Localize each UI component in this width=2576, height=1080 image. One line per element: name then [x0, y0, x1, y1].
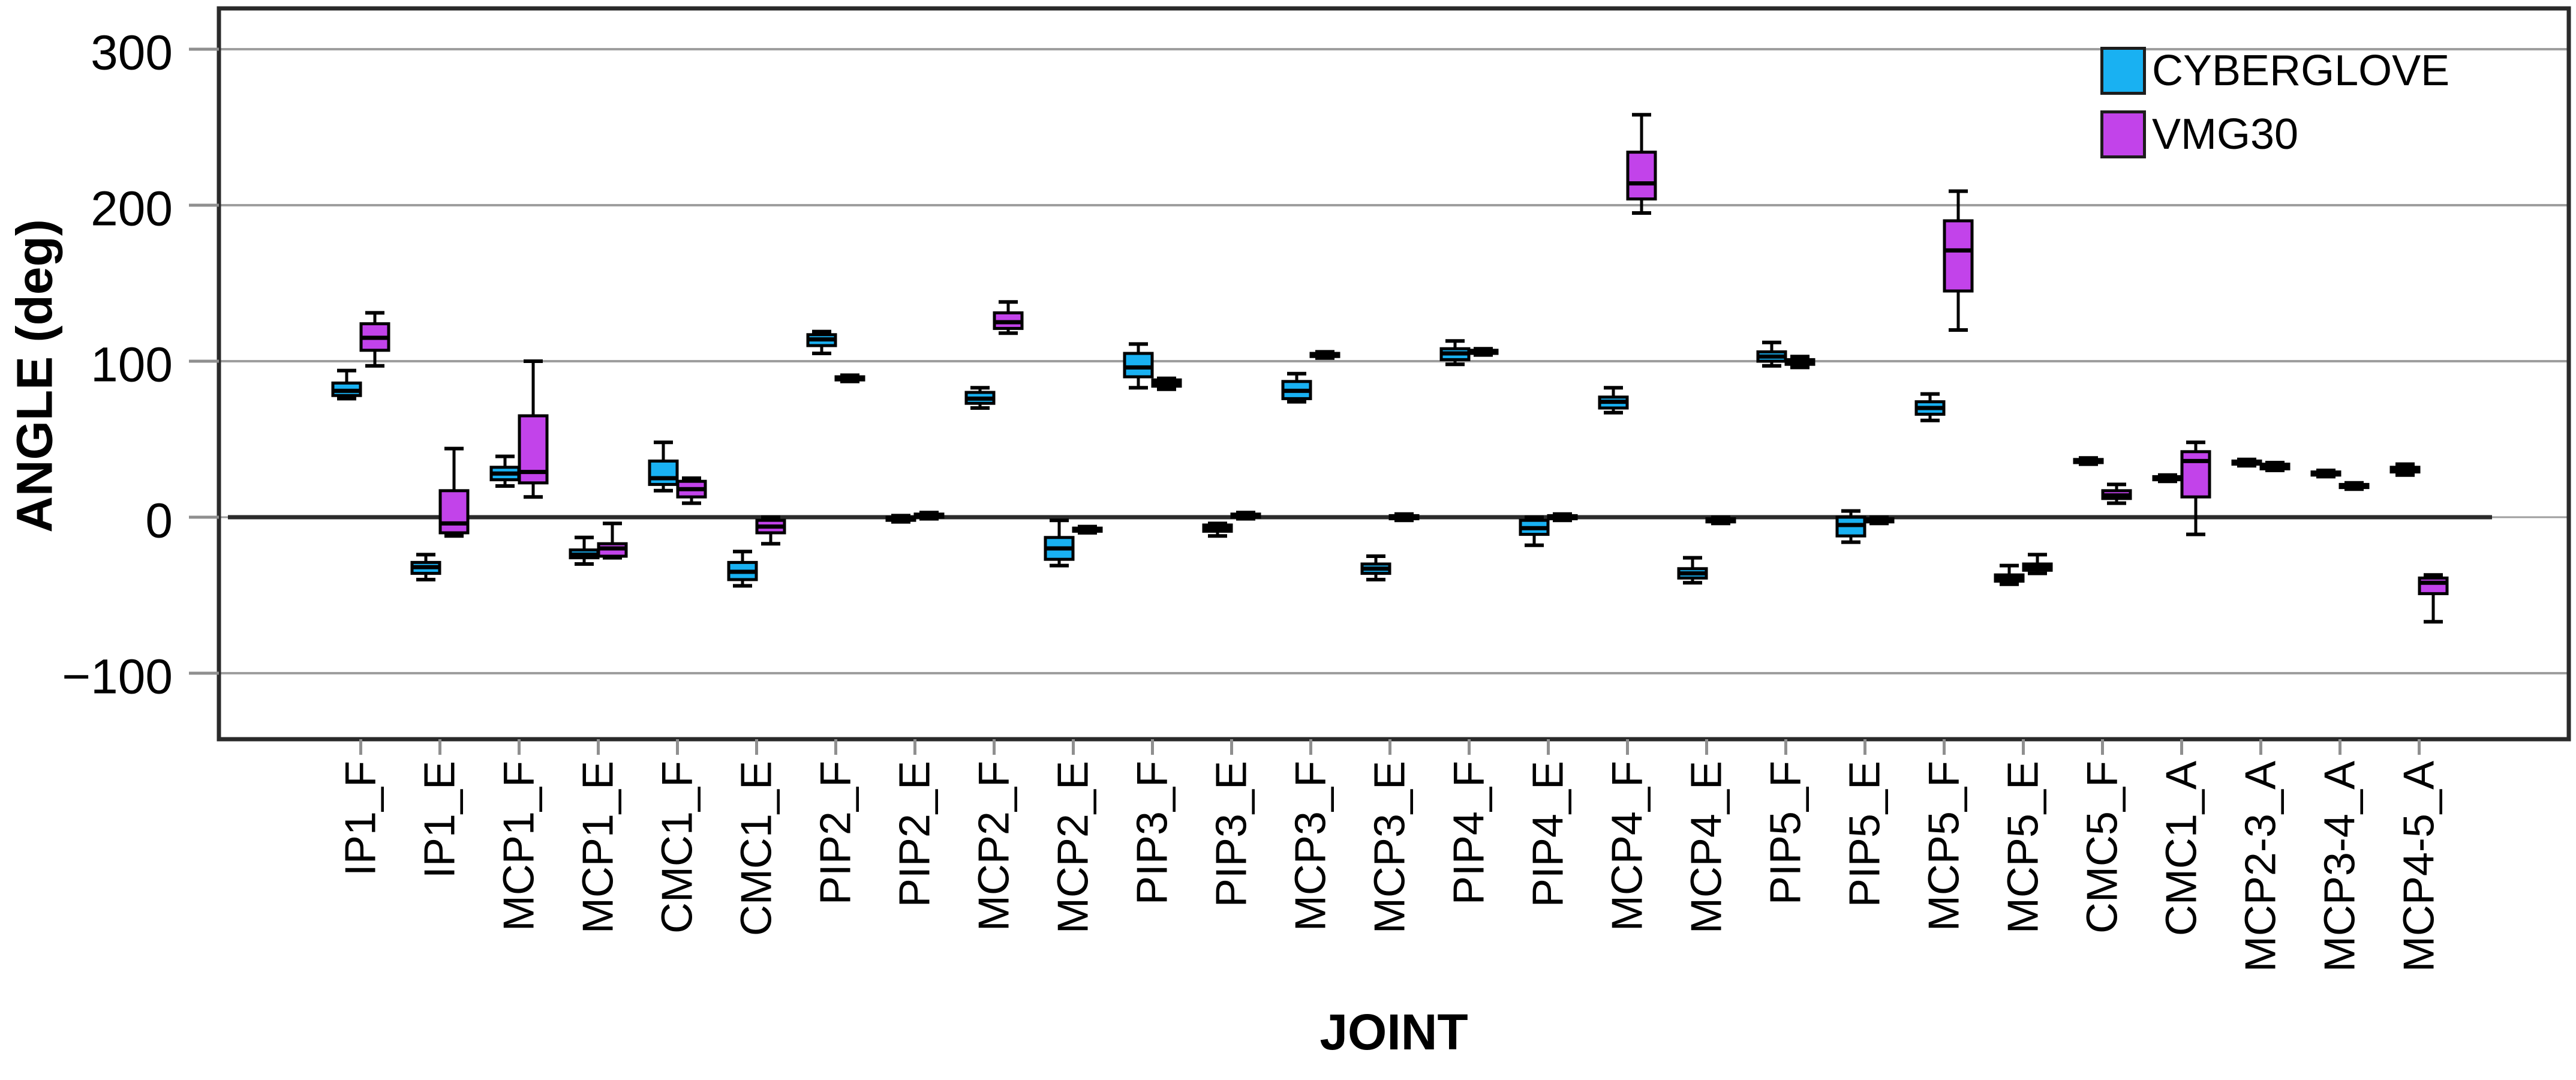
- box-IP1_E-vmg30: [438, 489, 470, 535]
- tick-label-x-IP1_F: IP1_F: [337, 761, 385, 876]
- legend-swatch-cyberglove-icon: [2100, 47, 2146, 95]
- tick-label-x-MCP5_F: MCP5_F: [1920, 761, 1968, 931]
- tick-label-x-CMC1_E: CMC1_E: [733, 761, 781, 936]
- tick-label-x-MCP2_F: MCP2_F: [970, 761, 1018, 931]
- box-MCP4_F-vmg30: [1626, 151, 1657, 201]
- tick-label-x-CMC5_F: CMC5_F: [2079, 761, 2127, 934]
- tick-label-y-100: 100: [91, 338, 173, 392]
- box-CMC1_F-cyberglove: [648, 459, 679, 486]
- tick-label-x-MCP2_E: MCP2_E: [1050, 761, 1098, 934]
- tick-label-x-MCP1_F: MCP1_F: [495, 761, 543, 931]
- box-MCP4-5_A-vmg30: [2418, 576, 2449, 595]
- tick-label-y-300: 300: [91, 26, 173, 80]
- tick-label-x-PIP4_E: PIP4_E: [1525, 761, 1573, 907]
- tick-label-x-PIP4_F: PIP4_F: [1445, 761, 1493, 905]
- x-axis-title: JOINT: [1319, 1004, 1468, 1060]
- tick-label-x-MCP3-4_A: MCP3-4_A: [2316, 761, 2364, 972]
- legend: CYBERGLOVE VMG30: [2100, 47, 2449, 158]
- legend-item-cyberglove: CYBERGLOVE: [2100, 47, 2449, 95]
- legend-label-vmg30: VMG30: [2152, 110, 2299, 158]
- tick-label-x-IP1_E: IP1_E: [416, 761, 464, 878]
- tick-label-x-PIP5_F: PIP5_F: [1762, 761, 1810, 905]
- legend-swatch-vmg30-icon: [2100, 110, 2146, 158]
- tick-label-x-MCP1_E: MCP1_E: [575, 761, 623, 934]
- legend-item-vmg30: VMG30: [2100, 110, 2449, 158]
- legend-label-cyberglove: CYBERGLOVE: [2152, 47, 2450, 95]
- plot-frame: [217, 6, 2571, 742]
- tick-label-x-PIP2_E: PIP2_E: [891, 761, 939, 907]
- box-MCP5_F-vmg30: [1943, 219, 1974, 293]
- tick-label-x-PIP3_E: PIP3_E: [1208, 761, 1256, 907]
- y-axis-title: ANGLE (deg): [6, 219, 63, 533]
- tick-label-x-MCP3_E: MCP3_E: [1366, 761, 1414, 934]
- tick-label-x-PIP3_F: PIP3_F: [1129, 761, 1177, 905]
- box-CMC1_A-vmg30: [2180, 450, 2211, 499]
- tick-label-y--100: −100: [62, 650, 173, 704]
- tick-label-x-MCP4_E: MCP4_E: [1683, 761, 1731, 934]
- tick-label-x-CMC1_F: CMC1_F: [654, 761, 702, 934]
- tick-label-x-MCP3_F: MCP3_F: [1287, 761, 1335, 931]
- tick-label-y-200: 200: [91, 182, 173, 236]
- tick-label-x-MCP4_F: MCP4_F: [1604, 761, 1652, 931]
- tick-label-x-PIP5_E: PIP5_E: [1841, 761, 1889, 907]
- tick-label-x-MCP2-3_A: MCP2-3_A: [2237, 761, 2285, 972]
- tick-label-x-CMC1_A: CMC1_A: [2158, 761, 2206, 936]
- tick-label-x-PIP2_F: PIP2_F: [812, 761, 860, 905]
- tick-label-y-0: 0: [145, 494, 173, 548]
- box-PIP3_F-cyberglove: [1123, 352, 1154, 379]
- tick-label-x-MCP5_E: MCP5_E: [2000, 761, 2048, 934]
- tick-label-x-MCP4-5_A: MCP4-5_A: [2395, 761, 2443, 972]
